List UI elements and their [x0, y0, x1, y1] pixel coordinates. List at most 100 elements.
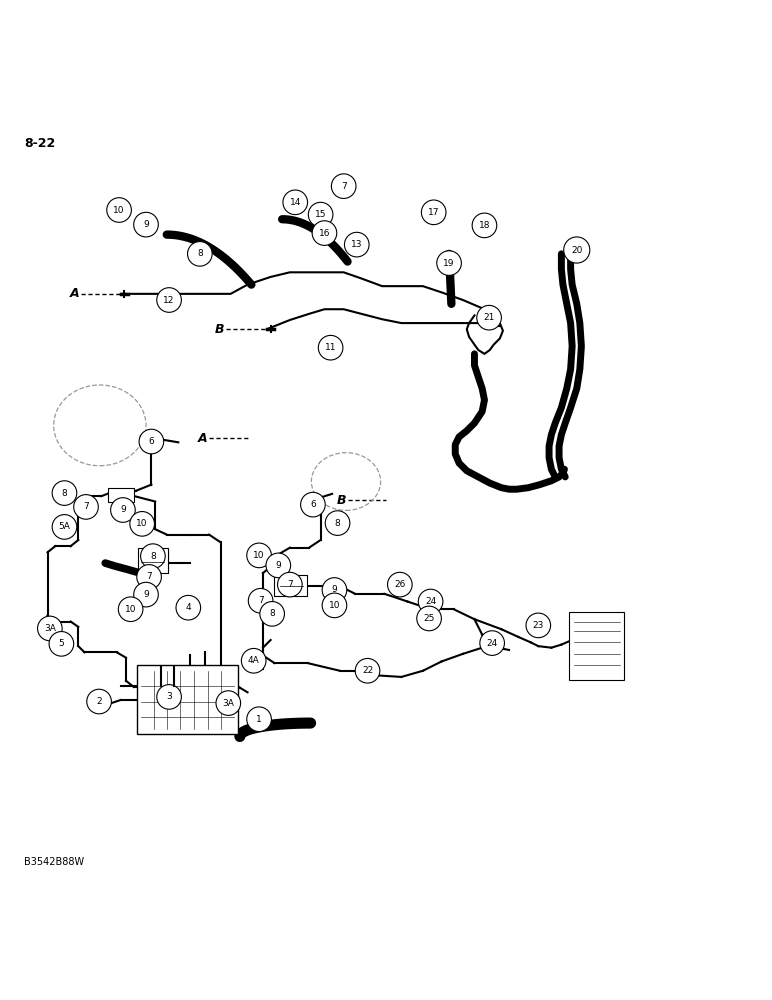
Text: 8: 8	[62, 489, 67, 498]
Text: 6: 6	[310, 500, 316, 509]
Text: A: A	[70, 287, 80, 300]
Circle shape	[300, 492, 325, 517]
Circle shape	[38, 616, 63, 641]
Text: 9: 9	[332, 585, 337, 594]
Circle shape	[325, 511, 350, 535]
Text: 8: 8	[197, 249, 203, 258]
Text: 8: 8	[335, 519, 340, 528]
Circle shape	[331, 174, 356, 198]
Circle shape	[266, 553, 290, 578]
Circle shape	[247, 707, 272, 732]
Text: 22: 22	[362, 666, 373, 675]
Circle shape	[480, 631, 504, 655]
Text: 20: 20	[571, 246, 582, 255]
Text: 26: 26	[394, 580, 405, 589]
Text: 7: 7	[258, 596, 263, 605]
Circle shape	[242, 648, 266, 673]
Circle shape	[322, 593, 347, 618]
Text: 7: 7	[83, 502, 89, 511]
Circle shape	[308, 202, 333, 227]
Text: 24: 24	[486, 639, 498, 648]
Text: 10: 10	[253, 551, 265, 560]
Text: 3A: 3A	[222, 699, 234, 708]
Text: 8: 8	[150, 552, 156, 561]
Text: B3542B88W: B3542B88W	[25, 857, 85, 867]
Text: 19: 19	[443, 259, 455, 268]
Circle shape	[249, 588, 273, 613]
Text: 7: 7	[340, 182, 347, 191]
FancyBboxPatch shape	[107, 488, 134, 502]
Text: 5A: 5A	[59, 522, 70, 531]
Text: B: B	[337, 494, 346, 507]
Circle shape	[118, 597, 143, 622]
Text: 10: 10	[125, 605, 137, 614]
Text: 17: 17	[428, 208, 439, 217]
Text: 8: 8	[269, 609, 275, 618]
Text: 24: 24	[425, 597, 436, 606]
Circle shape	[134, 582, 158, 607]
Circle shape	[52, 515, 76, 539]
Text: 1: 1	[256, 715, 262, 724]
Circle shape	[260, 602, 284, 626]
Text: 3A: 3A	[44, 624, 56, 633]
Text: 18: 18	[479, 221, 490, 230]
Text: 10: 10	[113, 206, 125, 215]
Circle shape	[130, 512, 154, 536]
Text: 10: 10	[329, 601, 340, 610]
Circle shape	[137, 565, 161, 589]
Circle shape	[139, 429, 164, 454]
Circle shape	[176, 595, 201, 620]
Circle shape	[49, 632, 73, 656]
Text: 7: 7	[287, 580, 293, 589]
Circle shape	[283, 190, 307, 215]
Circle shape	[73, 495, 98, 519]
Text: 9: 9	[276, 561, 281, 570]
FancyBboxPatch shape	[569, 612, 625, 680]
Text: 9: 9	[120, 505, 126, 514]
Circle shape	[134, 212, 158, 237]
Text: 21: 21	[483, 313, 495, 322]
Circle shape	[564, 237, 590, 263]
Circle shape	[526, 613, 550, 638]
Circle shape	[417, 606, 442, 631]
Circle shape	[418, 589, 443, 614]
Circle shape	[422, 200, 446, 225]
Text: 12: 12	[164, 296, 174, 305]
Circle shape	[157, 288, 181, 312]
Circle shape	[157, 685, 181, 709]
Text: 23: 23	[533, 621, 544, 630]
Circle shape	[247, 543, 272, 568]
Circle shape	[388, 572, 412, 597]
Circle shape	[355, 658, 380, 683]
Circle shape	[107, 198, 131, 222]
Text: 15: 15	[315, 210, 327, 219]
Circle shape	[318, 335, 343, 360]
Text: 9: 9	[143, 220, 149, 229]
Circle shape	[278, 572, 302, 597]
Text: 4A: 4A	[248, 656, 259, 665]
Text: 14: 14	[290, 198, 301, 207]
Text: 11: 11	[325, 343, 337, 352]
Bar	[275, 575, 306, 596]
Text: 16: 16	[319, 229, 330, 238]
Text: 25: 25	[423, 614, 435, 623]
Text: 10: 10	[137, 519, 148, 528]
Circle shape	[86, 689, 111, 714]
Circle shape	[477, 305, 501, 330]
Text: 8-22: 8-22	[25, 137, 56, 150]
Circle shape	[216, 691, 241, 715]
Text: 2: 2	[96, 697, 102, 706]
Text: 13: 13	[351, 240, 363, 249]
Text: 7: 7	[146, 572, 152, 581]
Circle shape	[322, 578, 347, 602]
Circle shape	[141, 544, 165, 568]
Circle shape	[188, 242, 212, 266]
Text: 5: 5	[59, 639, 64, 648]
Text: A: A	[198, 432, 208, 445]
Circle shape	[344, 232, 369, 257]
Text: 3: 3	[166, 692, 172, 701]
Circle shape	[110, 498, 135, 522]
Circle shape	[472, 213, 496, 238]
FancyBboxPatch shape	[137, 665, 239, 734]
Text: 4: 4	[185, 603, 191, 612]
